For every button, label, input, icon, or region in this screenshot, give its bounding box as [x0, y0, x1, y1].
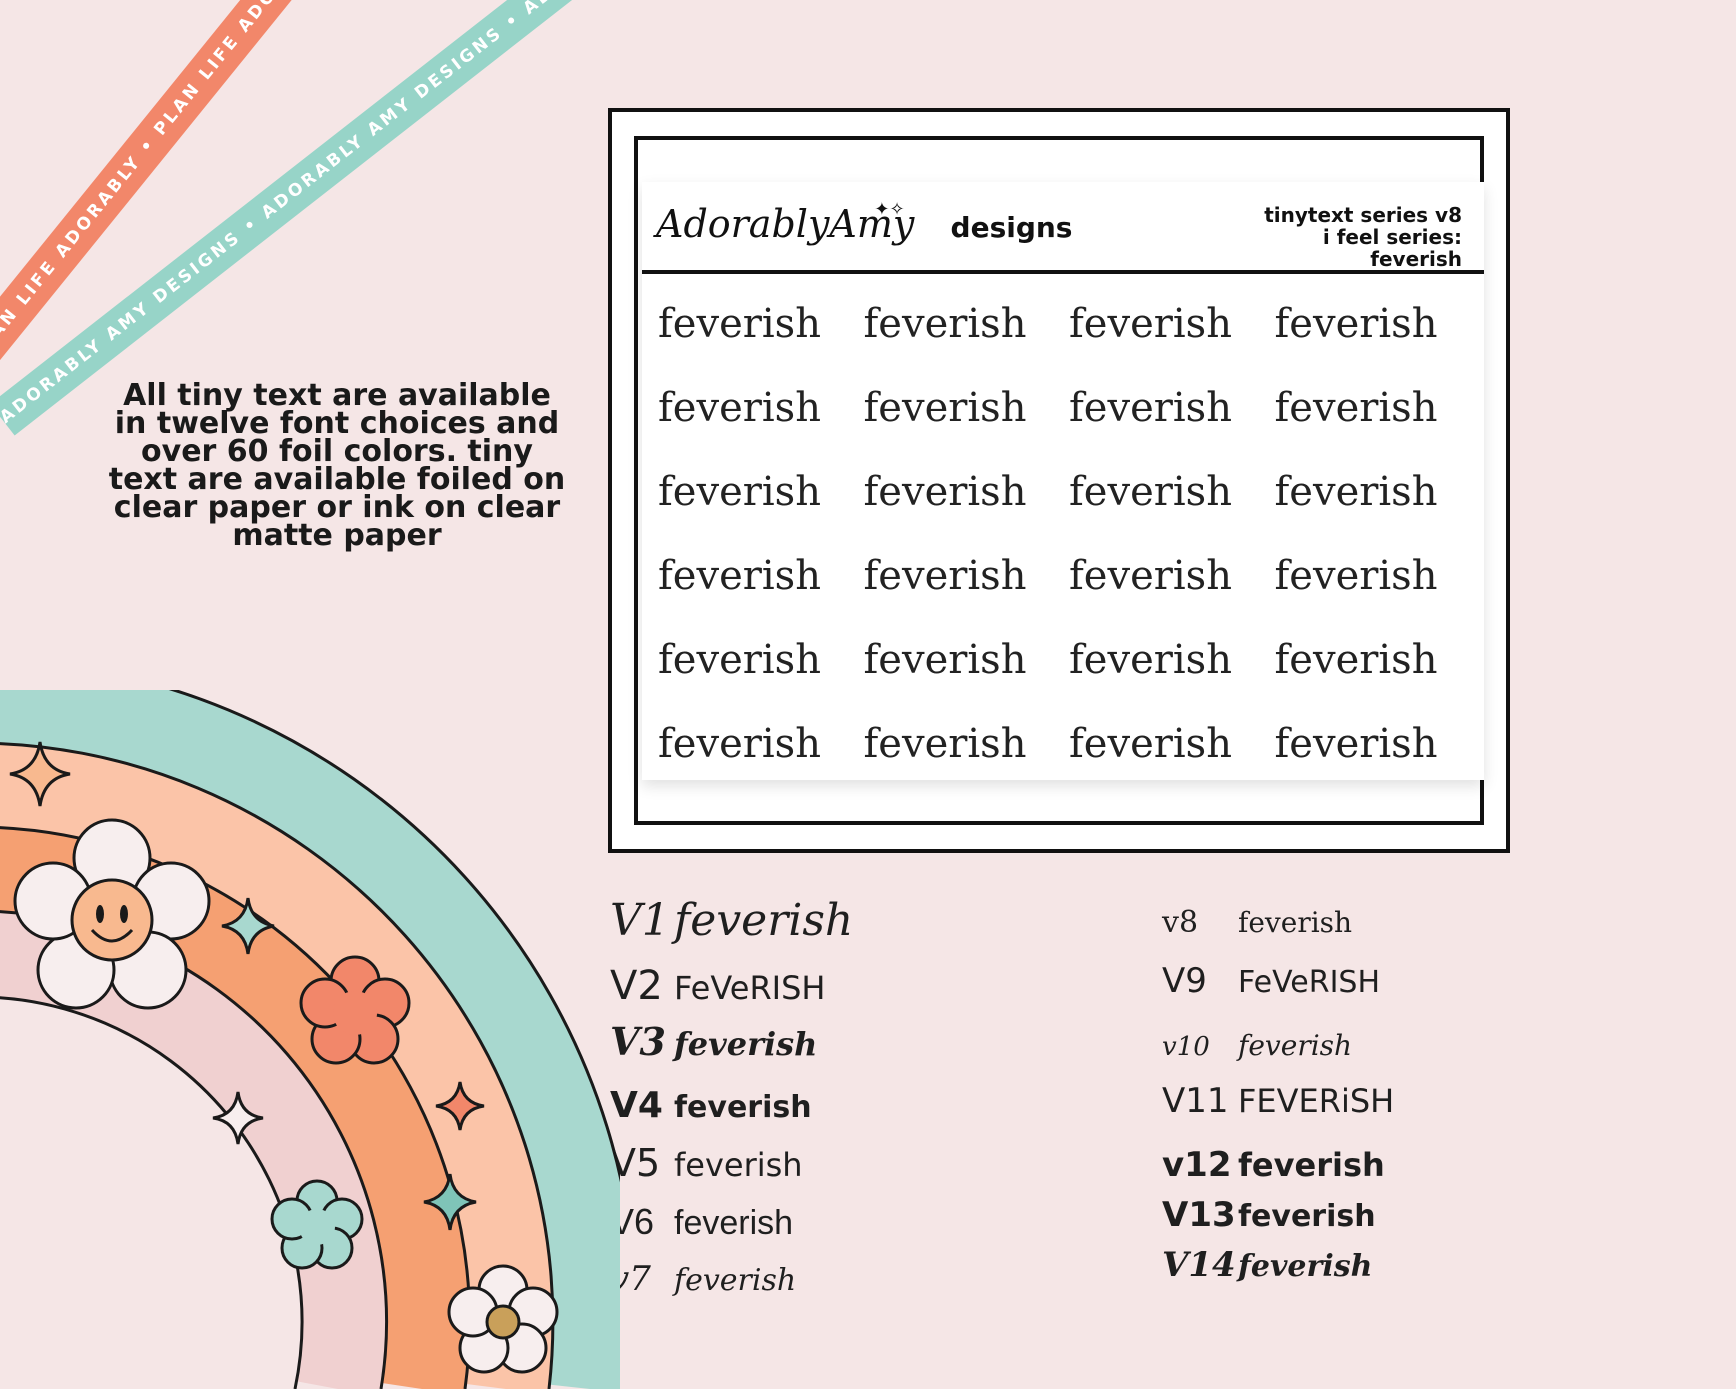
font-version-sample: feverish	[674, 1090, 812, 1125]
font-version-sample: feverish	[1238, 1199, 1376, 1234]
sticker-word: feverish	[658, 469, 821, 515]
brand-script: AdorablyAmy	[656, 202, 915, 246]
font-version-v6: V6 feverish	[610, 1201, 793, 1243]
font-version-label: V9	[1162, 961, 1207, 1001]
font-version-v11: V11 FEVERiSH	[1162, 1081, 1394, 1121]
sticker-word: feverish	[1069, 469, 1232, 515]
sparkle-mint-icon	[221, 897, 275, 955]
font-version-sample: FeVeRISH	[1238, 965, 1381, 1000]
font-version-sample: feverish	[674, 895, 854, 946]
font-version-v3: V3 feverish	[610, 1019, 817, 1064]
series-line-2: i feel series:	[1322, 225, 1462, 249]
sparkle-teal-icon	[423, 1173, 477, 1231]
font-version-sample: feverish	[1238, 906, 1353, 939]
sticker-word: feverish	[1274, 553, 1438, 599]
sparkle-white-icon	[212, 1091, 264, 1145]
sticker-word: feverish	[1274, 469, 1438, 515]
sticker-word: feverish	[658, 553, 821, 599]
font-version-label: v12	[1162, 1145, 1232, 1185]
font-version-label: V1	[610, 895, 670, 946]
sticker-word: feverish	[1069, 301, 1232, 347]
font-version-label: V13	[1162, 1195, 1236, 1235]
small-daisy-icon	[447, 1264, 559, 1374]
font-version-label: v10	[1162, 1032, 1210, 1062]
font-version-label: v8	[1162, 905, 1199, 940]
series-line-3: feverish	[1370, 247, 1462, 271]
font-version-sample: feverish	[1238, 1249, 1373, 1284]
font-version-sample: feverish	[674, 1025, 818, 1063]
font-version-label: V2	[610, 963, 663, 1009]
series-info: tinytext series v8 i feel series: feveri…	[1264, 204, 1462, 270]
sticker-word: feverish	[1274, 721, 1438, 767]
sticker-word: feverish	[658, 301, 821, 347]
font-version-sample: feverish	[674, 1263, 797, 1298]
sparkle-peach-icon	[9, 741, 71, 807]
sticker-word: feverish	[1069, 637, 1232, 683]
sticker-word-grid: feverish feverish feverish feverish feverish…	[654, 282, 1476, 786]
series-line-1: tinytext series v8	[1264, 203, 1462, 227]
font-version-sample: feverish	[674, 1204, 794, 1242]
rainbow-band-outline-1	[168, 690, 620, 1183]
header-divider	[642, 270, 1484, 274]
sticker-word: feverish	[1274, 385, 1438, 431]
sparkle-coral-icon	[435, 1081, 485, 1131]
font-version-sample: FEVERiSH	[1238, 1082, 1395, 1120]
sticker-word: feverish	[863, 469, 1027, 515]
sticker-word: feverish	[658, 637, 821, 683]
sticker-word: feverish	[863, 721, 1027, 767]
font-version-v12: v12 feverish	[1162, 1145, 1385, 1185]
font-version-label: V14	[1162, 1245, 1236, 1285]
font-version-v7: v7 feverish	[610, 1259, 796, 1299]
smiley-daisy-icon	[13, 818, 211, 1010]
font-version-v5: V5 feverish	[610, 1141, 803, 1185]
font-version-v8: v8 feverish	[1162, 905, 1352, 940]
font-version-v14: V14feverish	[1162, 1245, 1372, 1285]
font-version-label: V3	[610, 1019, 666, 1064]
sticker-word: feverish	[658, 721, 821, 767]
sticker-word: feverish	[863, 301, 1027, 347]
mint-flower-icon	[270, 1179, 364, 1270]
sticker-word: feverish	[1274, 301, 1438, 347]
sticker-word: feverish	[658, 385, 821, 431]
sticker-word: feverish	[1274, 637, 1438, 683]
sparkle-icon: ✦✧	[874, 199, 905, 220]
rainbow-band-mint	[0, 690, 620, 1389]
font-version-label: V11	[1162, 1081, 1229, 1121]
rainbow-decoration	[0, 690, 620, 1389]
font-version-sample: feverish	[1238, 1029, 1353, 1062]
brand-logo: AdorablyAmy✦✧ designs	[656, 199, 1073, 262]
font-version-v4: V4 feverish	[610, 1085, 812, 1126]
font-version-sample: feverish	[674, 1146, 803, 1184]
sticker-sheet: AdorablyAmy✦✧ designs tinytext series v8 …	[642, 182, 1484, 780]
font-version-v13: V13feverish	[1162, 1195, 1376, 1235]
sticker-word: feverish	[1069, 385, 1232, 431]
font-version-v9: V9 FeVeRISH	[1162, 961, 1380, 1001]
font-version-v1: V1feverish	[610, 895, 853, 946]
font-version-sample: FeVeRISH	[674, 969, 826, 1007]
font-version-sample: feverish	[1238, 1146, 1385, 1184]
sticker-word: feverish	[1069, 721, 1232, 767]
font-version-label: V4	[610, 1085, 663, 1126]
sticker-word: feverish	[863, 385, 1027, 431]
font-version-v2: V2 FeVeRISH	[610, 963, 825, 1009]
sticker-word: feverish	[1069, 553, 1232, 599]
rainbow-band-outline-2	[0, 742, 555, 1389]
sticker-word: feverish	[863, 637, 1027, 683]
font-version-v10: v10 feverish	[1162, 1029, 1352, 1062]
sticker-word: feverish	[863, 553, 1027, 599]
brand-designs: designs	[950, 211, 1073, 244]
availability-info-text: All tiny text are available in twelve fo…	[108, 378, 566, 553]
coral-flower-icon	[299, 955, 411, 1065]
